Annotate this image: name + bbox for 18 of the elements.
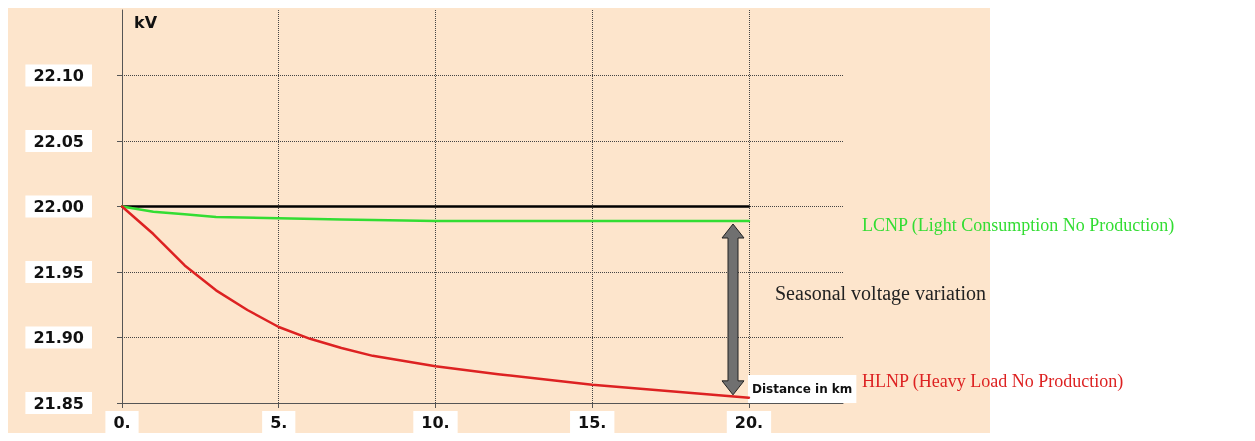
x-tick-label: 0. xyxy=(113,412,131,432)
y-axis-title: kV xyxy=(134,12,158,32)
x-tick-label: 20. xyxy=(734,412,764,432)
y-tick-label: 21.95 xyxy=(33,262,84,282)
text: LCNP (Light Consumption No Production) xyxy=(861,214,1175,236)
line-series xyxy=(120,205,751,400)
annotation: Seasonal voltage variation xyxy=(775,282,987,305)
y-tick-label: 22.05 xyxy=(33,131,84,151)
line-series xyxy=(120,205,751,223)
y-tick-label: 21.90 xyxy=(33,328,84,347)
x-axis-title: Distance in km xyxy=(752,382,853,396)
x-tick-label: 10. xyxy=(421,412,450,432)
text: HLNP (Heavy Load No Production) xyxy=(861,370,1124,392)
x-tick-label: 5. xyxy=(270,412,288,432)
y-tick-label: 21.85 xyxy=(33,393,84,413)
y-tick-label: 22.10 xyxy=(33,66,84,85)
y-tick-label: 22.00 xyxy=(33,197,84,216)
x-tick-label: 15. xyxy=(578,412,607,432)
